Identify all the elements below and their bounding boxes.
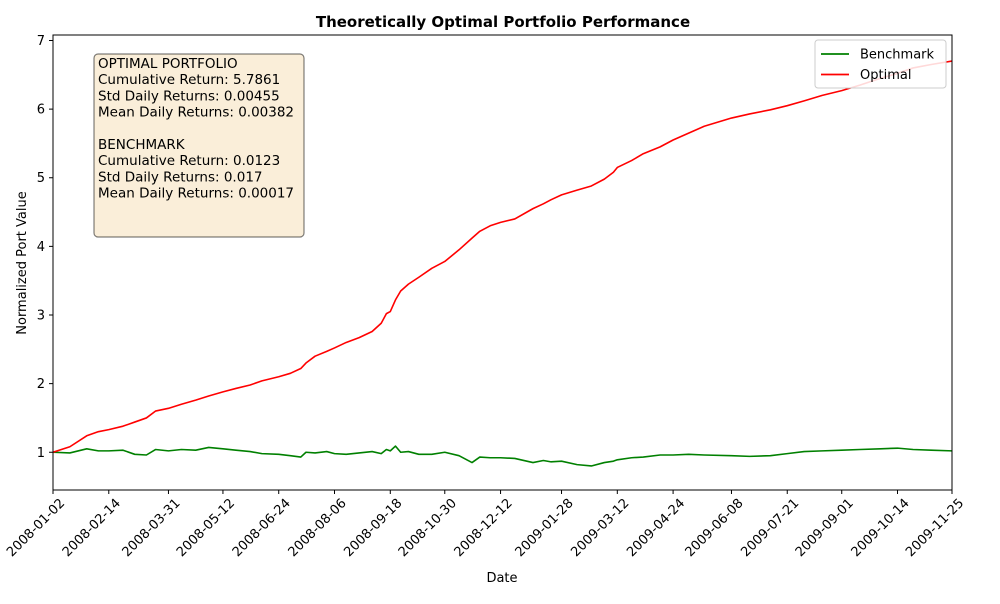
y-tick-label: 1 [37, 446, 45, 461]
y-tick-label: 3 [37, 309, 45, 324]
y-tick-label: 6 [37, 103, 45, 118]
legend-label-benchmark: Benchmark [860, 48, 935, 63]
legend-label-optimal: Optimal [860, 68, 911, 83]
stats-annotation-line: Cumulative Return: 0.0123 [98, 153, 280, 169]
stats-annotation-box [93, 53, 305, 238]
stats-annotation-line: Mean Daily Returns: 0.00017 [98, 186, 294, 202]
chart-title: Theoretically Optimal Portfolio Performa… [316, 13, 690, 31]
stats-annotation-line: Mean Daily Returns: 0.00382 [98, 105, 294, 121]
stats-annotation-line: Cumulative Return: 5.7861 [98, 72, 280, 88]
series-line-optimal [53, 60, 952, 454]
series-line-benchmark [53, 445, 952, 467]
y-tick-label: 4 [37, 240, 45, 255]
plot-frame [52, 34, 953, 491]
y-tick-label: 2 [37, 377, 45, 392]
stats-annotation-line: OPTIMAL PORTFOLIO [98, 56, 238, 72]
y-axis-label: Normalized Port Value [15, 191, 30, 334]
y-tick-label: 5 [37, 171, 45, 186]
x-axis-label: Date [486, 571, 517, 586]
y-tick-label: 7 [37, 34, 45, 49]
legend-box [814, 39, 947, 89]
stats-annotation-line: Std Daily Returns: 0.017 [98, 169, 263, 185]
stats-annotation-line: Std Daily Returns: 0.00455 [98, 88, 280, 104]
stats-annotation-line: BENCHMARK [98, 137, 186, 153]
